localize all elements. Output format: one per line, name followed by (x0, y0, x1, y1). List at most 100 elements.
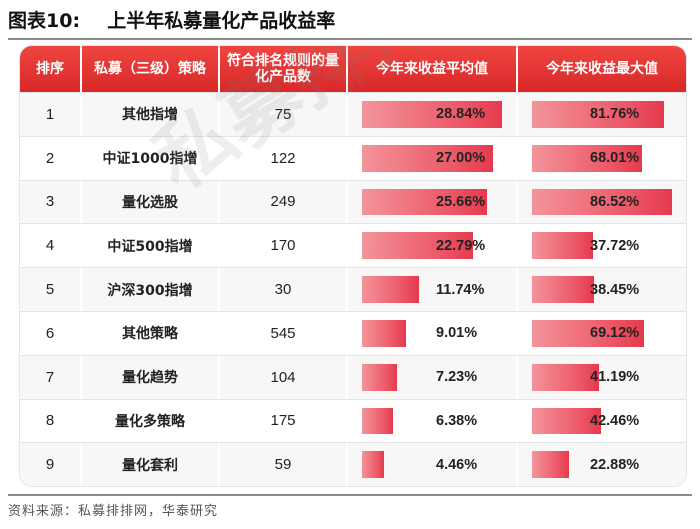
max-return-bar (532, 144, 643, 172)
avg-return-cell: 27.00% (348, 136, 518, 180)
avg-return-value: 9.01% (436, 325, 478, 342)
source-note: 资料来源：私募排排网，华泰研究 (8, 504, 219, 519)
table-row: 5 沪深300指增 30 11.74% 38.45% (20, 267, 686, 311)
header-count-text: 符合排名规则的量化产品数 (227, 53, 339, 85)
max-return-value: 86.52% (590, 193, 640, 210)
count-cell: 30 (220, 268, 348, 311)
table-row: 8 量化多策略 175 6.38% 42.46% (20, 398, 686, 443)
avg-return-bar (362, 101, 502, 128)
avg-return-cell: 9.01% (348, 312, 518, 355)
top-rule (8, 38, 692, 40)
count-cell: 75 (220, 93, 348, 136)
rank-cell: 7 (20, 355, 82, 399)
avg-return-bar (362, 144, 494, 172)
avg-return-value: 4.46% (436, 456, 478, 473)
max-return-value: 68.01% (590, 150, 640, 167)
header-avg: 今年来收益平均值 (348, 46, 518, 92)
max-return-bar (532, 188, 672, 216)
avg-return-value: 28.84% (436, 106, 486, 123)
table-header: 排序 私募（三级）策略 符合排名规则的量化产品数 今年来收益平均值 今年来收益最… (20, 46, 686, 92)
rank-cell: 4 (20, 224, 82, 268)
avg-return-cell: 22.79% (348, 224, 518, 268)
avg-return-bar (362, 407, 393, 435)
strategy-cell: 中证1000指增 (82, 136, 220, 180)
strategy-cell: 其他策略 (82, 312, 220, 355)
rank-cell: 9 (20, 443, 82, 486)
strategy-cell: 量化多策略 (82, 399, 220, 443)
avg-return-bar (362, 363, 398, 391)
max-return-bar (532, 276, 595, 303)
avg-return-value: 25.66% (436, 193, 486, 210)
max-return-value: 41.19% (590, 369, 640, 386)
avg-return-cell: 7.23% (348, 355, 518, 399)
strategy-cell: 中证500指增 (82, 224, 220, 268)
table-row: 1 其他指增 75 28.84% 81.76% (20, 92, 686, 136)
header-max: 今年来收益最大值 (546, 61, 658, 77)
strategy-cell: 量化趋势 (82, 355, 220, 399)
max-return-cell: 42.46% (518, 400, 686, 443)
avg-return-cell: 6.38% (348, 399, 518, 443)
avg-return-bar (362, 188, 487, 216)
max-return-cell: 37.72% (518, 224, 686, 267)
table-row: 3 量化选股 249 25.66% 86.52% (20, 179, 686, 224)
max-return-cell: 38.45% (518, 268, 686, 311)
count-cell: 175 (220, 399, 348, 443)
count-cell: 170 (220, 224, 348, 268)
bottom-rule (8, 494, 692, 496)
rank-cell: 2 (20, 136, 82, 180)
max-return-cell: 81.76% (518, 93, 686, 136)
avg-return-cell: 25.66% (348, 180, 518, 224)
max-return-value: 38.45% (590, 281, 640, 298)
avg-return-value: 11.74% (436, 281, 485, 298)
count-cell: 545 (220, 312, 348, 355)
figure-title: 图表10: 上半年私募量化产品收益率 (8, 4, 335, 38)
avg-return-value: 27.00% (436, 150, 486, 167)
header-count: 符合排名规则的量化产品数 (220, 46, 348, 92)
table-row: 2 中证1000指增 122 27.00% 68.01% (20, 135, 686, 180)
strategy-returns-table: 排序 私募（三级）策略 符合排名规则的量化产品数 今年来收益平均值 今年来收益最… (20, 46, 686, 486)
max-return-bar (532, 363, 599, 391)
avg-return-cell: 4.46% (348, 443, 518, 486)
count-cell: 249 (220, 180, 348, 224)
header-rank: 排序 (20, 46, 82, 92)
header-strategy: 私募（三级）策略 (82, 46, 220, 92)
strategy-cell: 量化选股 (82, 180, 220, 224)
max-return-cell: 68.01% (518, 137, 686, 180)
table-row: 9 量化套利 59 4.46% 22.88% (20, 442, 686, 486)
avg-return-bar (362, 276, 419, 303)
max-return-value: 22.88% (590, 456, 640, 473)
count-cell: 122 (220, 136, 348, 180)
max-return-cell: 86.52% (518, 181, 686, 224)
rank-cell: 1 (20, 93, 82, 136)
figure-title-text: 上半年私募量化产品收益率 (107, 10, 336, 32)
max-return-cell: 69.12% (518, 312, 686, 355)
max-return-bar (532, 232, 594, 260)
strategy-cell: 沪深300指增 (82, 268, 220, 311)
max-return-bar (532, 451, 570, 479)
avg-return-bar (362, 232, 473, 260)
max-return-bar (532, 407, 601, 435)
avg-return-value: 6.38% (436, 412, 478, 429)
rank-cell: 8 (20, 399, 82, 443)
table-row: 6 其他策略 545 9.01% 69.12% (20, 311, 686, 355)
max-return-value: 81.76% (590, 106, 640, 123)
table-row: 7 量化趋势 104 7.23% 41.19% (20, 354, 686, 399)
max-return-value: 42.46% (590, 412, 640, 429)
count-cell: 59 (220, 443, 348, 486)
avg-return-bar (362, 320, 406, 347)
table-row: 4 中证500指增 170 22.79% 37.72% (20, 223, 686, 268)
rank-cell: 6 (20, 312, 82, 355)
max-return-cell: 22.88% (518, 443, 686, 486)
avg-return-bar (362, 451, 384, 479)
figure-label: 图表10: (8, 10, 81, 32)
max-return-value: 37.72% (590, 237, 640, 254)
rank-cell: 5 (20, 268, 82, 311)
strategy-cell: 量化套利 (82, 443, 220, 486)
avg-return-cell: 28.84% (348, 93, 518, 136)
count-cell: 104 (220, 355, 348, 399)
avg-return-cell: 11.74% (348, 268, 518, 311)
strategy-cell: 其他指增 (82, 93, 220, 136)
max-return-bar (532, 101, 665, 128)
avg-return-value: 7.23% (436, 369, 478, 386)
rank-cell: 3 (20, 180, 82, 224)
